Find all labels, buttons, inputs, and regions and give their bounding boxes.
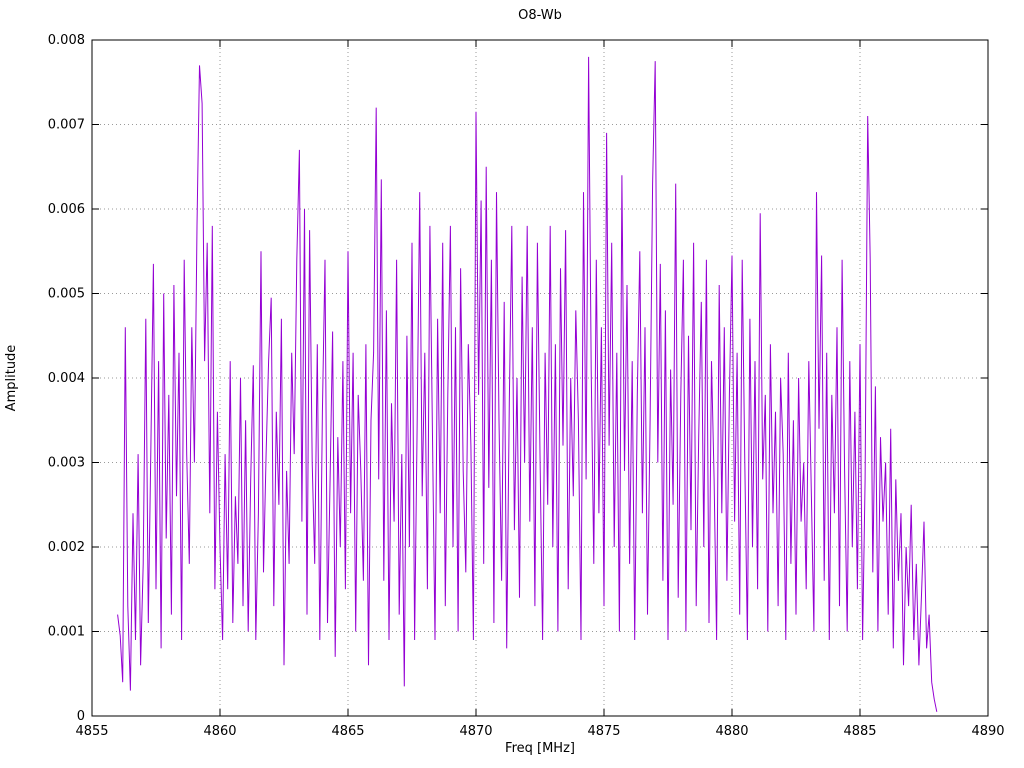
y-tick-label: 0.006 bbox=[48, 202, 85, 217]
y-tick-label: 0.001 bbox=[48, 625, 85, 640]
x-tick-label: 4860 bbox=[203, 724, 236, 739]
y-tick-label: 0.007 bbox=[48, 118, 85, 133]
y-axis-label: Amplitude bbox=[4, 345, 19, 412]
x-tick-label: 4880 bbox=[715, 724, 748, 739]
chart-title: O8-Wb bbox=[518, 8, 562, 23]
axes: 4855 4860 4865 4870 4875 4880 4885 4890 0 0.001 0.… bbox=[48, 33, 1005, 739]
grid bbox=[91, 39, 989, 717]
x-tick-label: 4885 bbox=[843, 724, 876, 739]
y-tick-label: 0.004 bbox=[48, 371, 85, 386]
x-tick-label: 4855 bbox=[75, 724, 108, 739]
y-tick-label: 0.008 bbox=[48, 33, 85, 48]
x-axis-label: Freq [MHz] bbox=[505, 741, 575, 756]
x-tick-label: 4865 bbox=[331, 724, 364, 739]
y-tick-label: 0.002 bbox=[48, 540, 85, 555]
y-tick-label: 0.003 bbox=[48, 456, 85, 471]
spectrum-line bbox=[117, 56, 938, 712]
x-tick-label: 4870 bbox=[459, 724, 492, 739]
y-tick-label: 0 bbox=[77, 709, 85, 724]
y-tick-label: 0.005 bbox=[48, 287, 85, 302]
x-tick-label: 4875 bbox=[587, 724, 620, 739]
plot-border bbox=[91, 39, 989, 717]
data-series bbox=[117, 56, 938, 712]
x-tick-label: 4890 bbox=[971, 724, 1004, 739]
